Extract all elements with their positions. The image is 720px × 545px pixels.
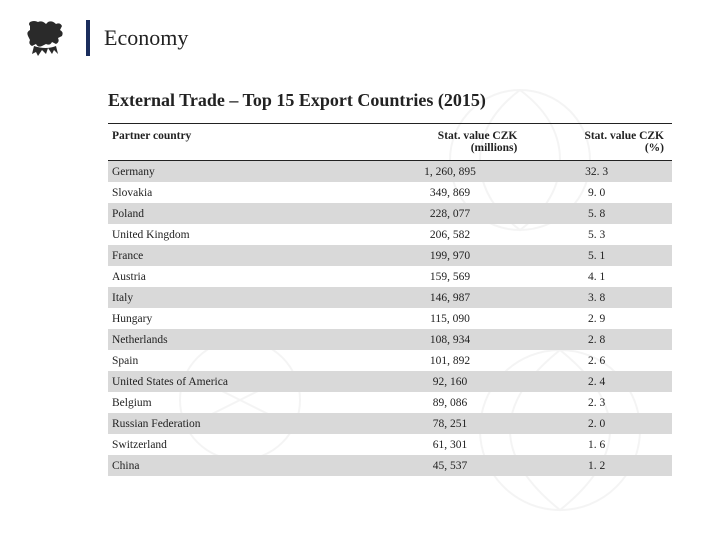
cell-pct: 5. 1 [525,245,672,266]
table-row: United Kingdom206, 5825. 3 [108,224,672,245]
table-row: France199, 9705. 1 [108,245,672,266]
table-row: Slovakia349, 8699. 0 [108,182,672,203]
cell-value: 92, 160 [379,371,526,392]
cell-value: 199, 970 [379,245,526,266]
cell-country: Spain [108,350,379,371]
cell-pct: 1. 6 [525,434,672,455]
cell-pct: 32. 3 [525,161,672,183]
cell-country: United Kingdom [108,224,379,245]
cell-value: 228, 077 [379,203,526,224]
section-subtitle: External Trade – Top 15 Export Countries… [108,90,720,111]
table-row: Austria159, 5694. 1 [108,266,672,287]
cell-country: Belgium [108,392,379,413]
table-row: Spain101, 8922. 6 [108,350,672,371]
table-row: China45, 5371. 2 [108,455,672,476]
cell-pct: 1. 2 [525,455,672,476]
cell-pct: 2. 4 [525,371,672,392]
emblem-icon [22,18,72,58]
cell-value: 159, 569 [379,266,526,287]
cell-value: 206, 582 [379,224,526,245]
page-title: Economy [104,25,188,51]
table-row: Netherlands108, 9342. 8 [108,329,672,350]
cell-pct: 2. 3 [525,392,672,413]
cell-country: Switzerland [108,434,379,455]
cell-pct: 2. 6 [525,350,672,371]
table-header-row: Partner country Stat. value CZK (million… [108,124,672,161]
table-row: United States of America92, 1602. 4 [108,371,672,392]
table-row: Switzerland61, 3011. 6 [108,434,672,455]
cell-country: Italy [108,287,379,308]
cell-country: France [108,245,379,266]
title-bar: Economy [86,20,188,56]
cell-value: 108, 934 [379,329,526,350]
export-table-wrap: Partner country Stat. value CZK (million… [108,123,672,476]
cell-country: Austria [108,266,379,287]
cell-value: 89, 086 [379,392,526,413]
accent-bar [86,20,90,56]
col-header-pct: Stat. value CZK (%) [525,124,672,161]
cell-value: 45, 537 [379,455,526,476]
cell-country: United States of America [108,371,379,392]
table-row: Hungary115, 0902. 9 [108,308,672,329]
cell-value: 78, 251 [379,413,526,434]
cell-country: Slovakia [108,182,379,203]
cell-pct: 3. 8 [525,287,672,308]
table-row: Russian Federation78, 2512. 0 [108,413,672,434]
cell-value: 146, 987 [379,287,526,308]
cell-value: 1, 260, 895 [379,161,526,183]
header: Economy [0,0,720,58]
cell-value: 61, 301 [379,434,526,455]
table-row: Germany1, 260, 89532. 3 [108,161,672,183]
cell-value: 349, 869 [379,182,526,203]
cell-value: 115, 090 [379,308,526,329]
table-row: Belgium89, 0862. 3 [108,392,672,413]
cell-pct: 4. 1 [525,266,672,287]
cell-pct: 5. 3 [525,224,672,245]
table-row: Poland228, 0775. 8 [108,203,672,224]
cell-pct: 9. 0 [525,182,672,203]
export-table: Partner country Stat. value CZK (million… [108,123,672,476]
cell-country: China [108,455,379,476]
cell-country: Russian Federation [108,413,379,434]
cell-country: Poland [108,203,379,224]
cell-country: Germany [108,161,379,183]
cell-country: Hungary [108,308,379,329]
cell-pct: 2. 9 [525,308,672,329]
col-header-value: Stat. value CZK (millions) [379,124,526,161]
cell-pct: 2. 8 [525,329,672,350]
cell-pct: 2. 0 [525,413,672,434]
table-row: Italy146, 9873. 8 [108,287,672,308]
cell-pct: 5. 8 [525,203,672,224]
cell-value: 101, 892 [379,350,526,371]
cell-country: Netherlands [108,329,379,350]
col-header-country: Partner country [108,124,379,161]
table-body: Germany1, 260, 89532. 3Slovakia349, 8699… [108,161,672,477]
